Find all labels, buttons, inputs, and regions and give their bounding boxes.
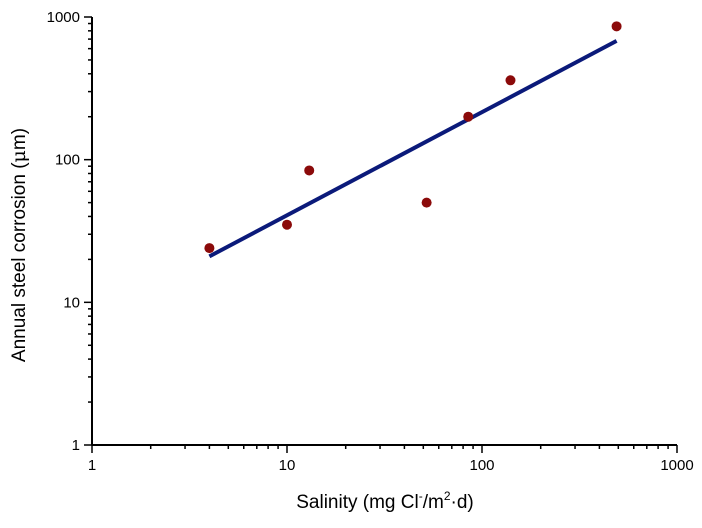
data-point bbox=[304, 165, 315, 176]
x-tick-label: 1 bbox=[88, 457, 96, 474]
y-tick-label: 1 bbox=[72, 437, 80, 454]
y-tick-label: 1000 bbox=[47, 9, 80, 26]
x-axis-title: Salinity (mg Cl-/m2·d) bbox=[296, 489, 474, 513]
y-tick-label: 10 bbox=[63, 294, 80, 311]
fit-line bbox=[208, 39, 618, 259]
data-point bbox=[611, 21, 622, 32]
data-point bbox=[421, 197, 432, 208]
tick-labels: 1 10 100 1000 1 10 100 1000 bbox=[47, 9, 694, 474]
ticks bbox=[84, 16, 678, 453]
x-tick-label: 10 bbox=[279, 457, 296, 474]
data-point bbox=[204, 243, 215, 254]
data-point bbox=[505, 75, 516, 86]
y-tick-label: 100 bbox=[55, 152, 80, 169]
data-point bbox=[463, 111, 474, 122]
series bbox=[204, 21, 622, 259]
data-point bbox=[282, 219, 292, 230]
x-tick-label: 100 bbox=[469, 457, 494, 474]
x-tick-label: 1000 bbox=[660, 457, 693, 474]
axes bbox=[91, 17, 677, 446]
y-axis-title: Annual steel corrosion (μm) bbox=[8, 128, 30, 362]
